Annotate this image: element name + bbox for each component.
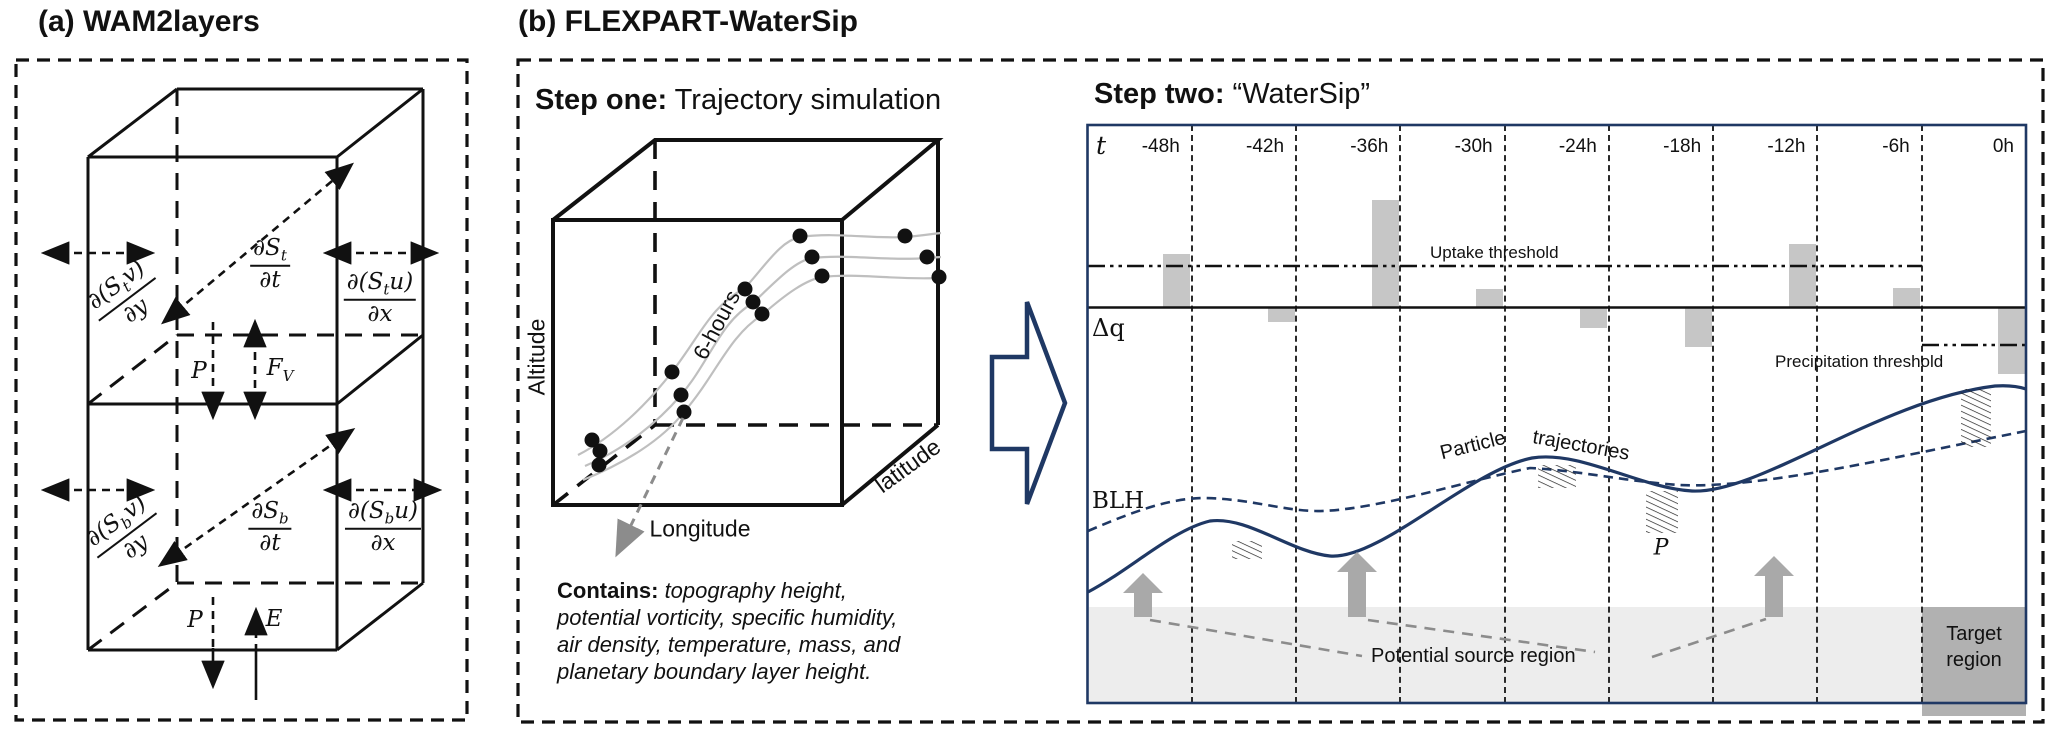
uptake-arrows xyxy=(1123,552,1794,617)
target-region-label-2: region xyxy=(1946,649,2002,671)
step-transition-arrow xyxy=(989,301,1068,505)
trajectory-cube xyxy=(551,138,944,507)
wam2layers-flux-arrows xyxy=(40,162,443,700)
panel-a-border xyxy=(14,58,469,722)
particle-trajectory-curve xyxy=(1087,384,2027,594)
blh-curve xyxy=(1087,429,2027,533)
potential-source-region-band xyxy=(1089,607,2026,702)
contains-leader-arrow xyxy=(615,417,685,558)
watersip-chart-art xyxy=(1086,123,2028,705)
target-region-label-1: Target xyxy=(1946,623,2002,645)
precipitation-hatch-patches xyxy=(1232,389,1991,559)
watersip-chart-frame xyxy=(1086,123,2028,705)
panel-b-border xyxy=(516,58,2045,724)
trajectory-dots xyxy=(584,228,947,473)
source-leader-lines xyxy=(1149,617,1767,659)
target-region-box: Target region xyxy=(1922,607,2026,716)
